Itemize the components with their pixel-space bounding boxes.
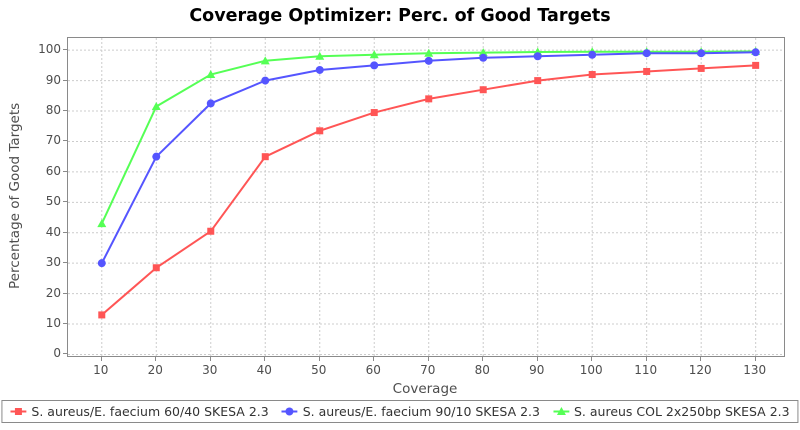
plot-canvas <box>68 38 784 356</box>
legend-marker-icon <box>10 408 27 415</box>
x-tick-mark <box>700 357 702 361</box>
data-point-triangle <box>97 219 107 228</box>
data-point-square <box>752 61 760 69</box>
x-tick-label: 40 <box>256 363 272 377</box>
data-point-triangle <box>260 56 270 65</box>
x-tick-mark <box>536 357 538 361</box>
data-point-square <box>643 67 651 75</box>
x-tick-mark <box>482 357 484 361</box>
legend-marker-icon <box>281 407 298 416</box>
data-point-circle <box>370 61 379 70</box>
y-tick-mark <box>63 353 67 355</box>
data-point-square <box>697 64 705 72</box>
y-tick-mark <box>63 292 67 294</box>
x-tick-mark <box>264 357 266 361</box>
data-point-square <box>261 153 269 161</box>
y-tick-label: 30 <box>45 255 61 270</box>
legend-item-label: S. aureus/E. faecium 90/10 SKESA 2.3 <box>302 404 540 419</box>
x-tick-mark <box>318 357 320 361</box>
x-tick-label: 50 <box>311 363 327 377</box>
x-axis-label: Coverage <box>392 381 458 397</box>
data-point-square <box>479 86 487 94</box>
x-tick-label: 110 <box>634 363 658 377</box>
x-tick-label: 70 <box>420 363 436 377</box>
x-tick-label: 10 <box>93 363 109 377</box>
y-tick-label: 40 <box>45 224 61 239</box>
legend-marker-icon <box>552 407 569 415</box>
y-tick-mark <box>63 79 67 81</box>
y-tick-label: 20 <box>45 285 61 300</box>
data-point-square <box>588 71 596 79</box>
x-tick-label: 90 <box>529 363 545 377</box>
x-tick-label: 60 <box>365 363 381 377</box>
x-tick-mark <box>427 357 429 361</box>
x-tick-label: 20 <box>147 363 163 377</box>
y-tick-label: 50 <box>45 194 61 209</box>
legend-item: S. aureus/E. faecium 90/10 SKESA 2.3 <box>281 404 540 419</box>
y-tick-label: 60 <box>45 163 61 178</box>
data-point-triangle <box>151 101 161 110</box>
x-tick-label: 130 <box>743 363 767 377</box>
data-point-circle <box>152 152 161 161</box>
series-line <box>100 50 756 225</box>
data-point-triangle <box>424 48 434 57</box>
y-tick-mark <box>63 49 67 51</box>
data-point-square <box>316 127 324 135</box>
data-point-circle <box>97 259 106 268</box>
data-point-circle <box>533 52 542 61</box>
data-point-circle <box>642 49 651 58</box>
legend-item: S. aureus COL 2x250bp SKESA 2.3 <box>552 404 790 419</box>
x-tick-mark <box>373 357 375 361</box>
x-tick-mark <box>100 357 102 361</box>
data-point-triangle <box>478 48 488 57</box>
legend-item: S. aureus/E. faecium 60/40 SKESA 2.3 <box>10 404 269 419</box>
data-point-circle <box>424 56 433 65</box>
data-point-square <box>98 311 106 319</box>
y-tick-mark <box>63 201 67 203</box>
y-tick-label: 100 <box>38 42 61 57</box>
legend: S. aureus/E. faecium 60/40 SKESA 2.3 S. a… <box>1 400 799 423</box>
chart-title: Coverage Optimizer: Perc. of Good Target… <box>189 6 611 26</box>
y-tick-mark <box>63 323 67 325</box>
y-tick-label: 90 <box>45 72 61 87</box>
y-tick-label: 0 <box>53 346 61 361</box>
x-tick-label: 120 <box>688 363 712 377</box>
plot-area <box>67 37 785 357</box>
data-point-triangle <box>369 50 379 59</box>
y-tick-mark <box>63 170 67 172</box>
x-tick-mark <box>645 357 647 361</box>
y-tick-mark <box>63 140 67 142</box>
x-tick-mark <box>754 357 756 361</box>
data-point-circle <box>206 99 215 108</box>
data-point-circle <box>261 76 270 85</box>
data-point-square <box>370 109 378 117</box>
data-point-circle <box>315 65 324 74</box>
legend-item-label: S. aureus COL 2x250bp SKESA 2.3 <box>573 404 790 419</box>
data-point-square <box>425 95 433 103</box>
y-tick-label: 10 <box>45 316 61 331</box>
y-tick-mark <box>63 262 67 264</box>
legend-item-label: S. aureus/E. faecium 60/40 SKESA 2.3 <box>31 404 269 419</box>
data-point-circle <box>479 53 488 62</box>
data-point-triangle <box>315 51 325 60</box>
data-point-square <box>207 227 215 235</box>
x-tick-label: 100 <box>579 363 603 377</box>
x-tick-mark <box>591 357 593 361</box>
data-point-circle <box>751 48 760 57</box>
data-point-circle <box>697 49 706 58</box>
x-tick-label: 30 <box>202 363 218 377</box>
data-point-circle <box>588 50 597 59</box>
y-tick-label: 70 <box>45 133 61 148</box>
x-tick-mark <box>209 357 211 361</box>
y-tick-mark <box>63 231 67 233</box>
data-point-square <box>534 77 542 85</box>
data-point-square <box>152 264 160 272</box>
x-tick-mark <box>155 357 157 361</box>
x-tick-label: 80 <box>474 363 490 377</box>
y-tick-label: 80 <box>45 103 61 118</box>
y-tick-mark <box>63 110 67 112</box>
y-axis-label: Percentage of Good Targets <box>7 102 23 290</box>
data-point-triangle <box>206 70 216 79</box>
